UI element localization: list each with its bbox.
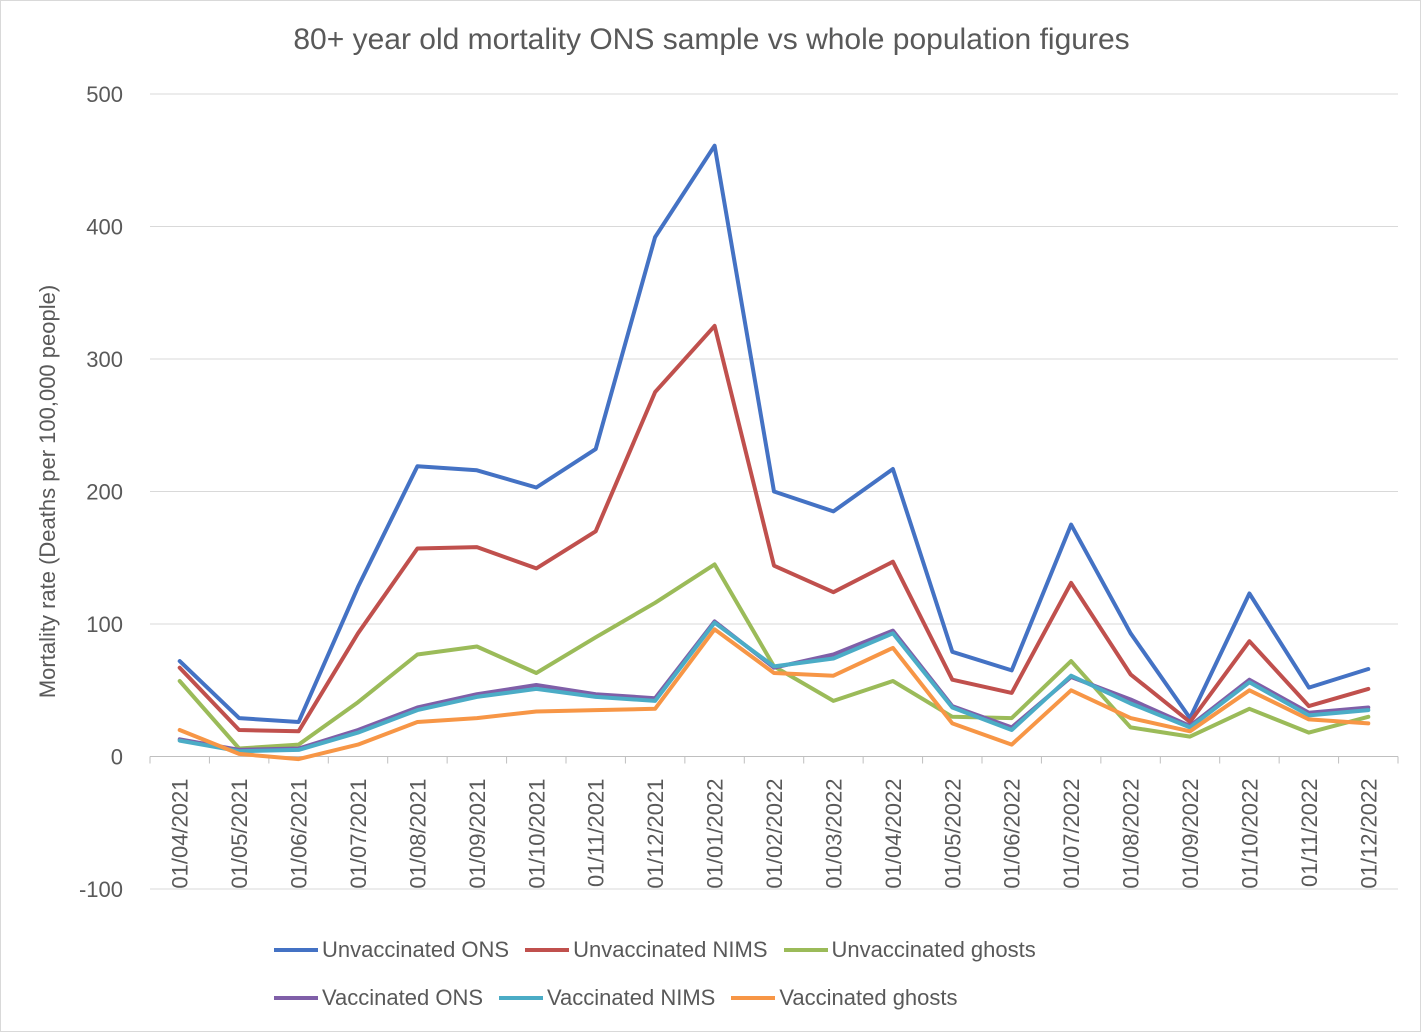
x-tick-label: 01/02/2022 bbox=[762, 779, 787, 889]
legend-swatch bbox=[274, 948, 318, 952]
series-line bbox=[177, 323, 1371, 734]
x-tick-label: 01/06/2021 bbox=[287, 779, 312, 889]
legend-item: Unvaccinated NIMS bbox=[525, 937, 768, 963]
x-tick-label: 01/11/2021 bbox=[584, 779, 609, 887]
y-axis-label: Mortality rate (Deaths per 100,000 peopl… bbox=[35, 285, 60, 698]
legend-item: Unvaccinated ghosts bbox=[783, 937, 1036, 963]
x-tick-label: 01/07/2021 bbox=[346, 779, 371, 889]
y-tick-label: 100 bbox=[86, 612, 123, 637]
y-tick-label: 200 bbox=[86, 480, 123, 505]
legend-label: Unvaccinated ghosts bbox=[831, 937, 1036, 962]
y-tick-label: -100 bbox=[79, 877, 123, 902]
legend-swatch bbox=[783, 948, 828, 952]
legend-item: Vaccinated ONS bbox=[274, 985, 483, 1011]
y-tick-label: 500 bbox=[86, 82, 123, 107]
legend-label: Unvaccinated NIMS bbox=[573, 937, 768, 962]
x-tick-label: 01/08/2022 bbox=[1119, 779, 1144, 889]
x-tick-label: 01/10/2022 bbox=[1237, 779, 1262, 889]
x-tick-label: 01/05/2021 bbox=[227, 779, 252, 889]
series-line bbox=[177, 620, 1371, 754]
x-tick-label: 01/12/2022 bbox=[1356, 779, 1381, 889]
legend-swatch bbox=[274, 996, 318, 1000]
legend-swatch bbox=[525, 948, 570, 952]
legend-label: Vaccinated NIMS bbox=[547, 985, 716, 1010]
legend-swatch bbox=[731, 996, 776, 1000]
legend-row: Unvaccinated ONS Unvaccinated NIMS Unvacci… bbox=[274, 935, 1052, 965]
legend-swatch bbox=[499, 996, 544, 1000]
x-tick-label: 01/11/2022 bbox=[1297, 779, 1322, 887]
y-tick-label: 300 bbox=[86, 347, 123, 372]
legend-item: Unvaccinated ONS bbox=[274, 937, 509, 963]
x-tick-label: 01/12/2021 bbox=[643, 779, 668, 889]
series-line bbox=[177, 143, 1371, 724]
x-tick-label: 01/09/2022 bbox=[1178, 779, 1203, 889]
y-tick-label: 400 bbox=[86, 215, 123, 240]
legend-label: Unvaccinated ONS bbox=[322, 937, 510, 962]
legend-item: Vaccinated ghosts bbox=[731, 985, 958, 1011]
x-tick-label: 01/08/2021 bbox=[405, 779, 430, 889]
legend-item: Vaccinated NIMS bbox=[499, 985, 715, 1011]
series-line bbox=[177, 627, 1371, 762]
x-tick-label: 01/05/2022 bbox=[940, 779, 965, 889]
x-tick-label: 01/07/2022 bbox=[1059, 779, 1084, 889]
x-tick-label: 01/10/2021 bbox=[524, 779, 549, 889]
x-tick-label: 01/01/2022 bbox=[703, 779, 728, 889]
x-tick-label: 01/04/2022 bbox=[881, 779, 906, 889]
y-tick-label: 0 bbox=[111, 745, 123, 770]
x-tick-label: 01/09/2021 bbox=[465, 779, 490, 889]
legend-row: Vaccinated ONS Vaccinated NIMS Vaccinated … bbox=[274, 983, 974, 1013]
legend-label: Vaccinated ONS bbox=[322, 985, 484, 1010]
x-tick-label: 01/03/2022 bbox=[821, 779, 846, 889]
x-tick-label: 01/06/2022 bbox=[1000, 779, 1025, 889]
chart-title: 80+ year old mortality ONS sample vs who… bbox=[293, 23, 1130, 56]
x-tick-label: 01/04/2021 bbox=[168, 779, 193, 889]
legend-label: Vaccinated ghosts bbox=[779, 985, 958, 1010]
